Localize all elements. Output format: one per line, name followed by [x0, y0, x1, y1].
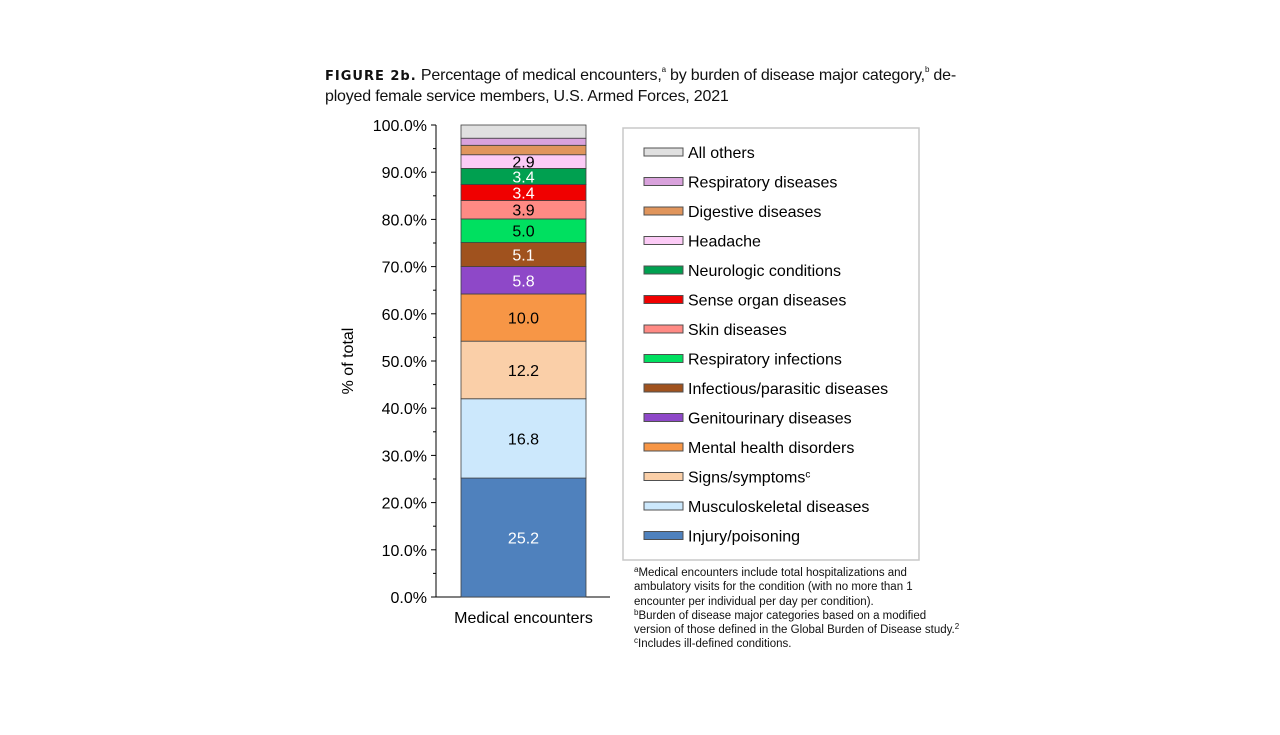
legend-swatch [643, 413, 684, 422]
title-sup: a [661, 65, 666, 74]
legend-label: Respiratory diseases [688, 175, 837, 192]
legend-label: Neurologic conditions [688, 263, 841, 280]
figure-title: FIGURE 2b. Percentage of medical encount… [325, 66, 975, 107]
footnote-c: cIncludes ill-defined conditions. [634, 636, 792, 651]
legend-swatch [643, 324, 684, 334]
y-tick-label: 20.0% [382, 496, 427, 513]
legend-swatch [643, 147, 684, 157]
data-label: 12.2 [508, 363, 539, 380]
legend-swatch [643, 265, 684, 275]
bar-segment [460, 137, 587, 146]
legend-label: Genitourinary diseases [688, 411, 852, 428]
legend-swatch [643, 295, 684, 304]
legend-label: Signs/symptomsc [688, 470, 810, 487]
footnote-a: aMedical encounters include total hospit… [634, 565, 913, 608]
legend-swatch [643, 501, 684, 511]
y-tick-label: 80.0% [382, 212, 427, 229]
y-tick-label: 60.0% [382, 307, 427, 324]
legend-box [622, 127, 920, 561]
bar-segment [460, 340, 587, 400]
title-text: de-ployed female service members, U.S. A… [325, 67, 956, 105]
legend-sup: c [805, 470, 810, 481]
legend-label: Sense organ diseases [688, 293, 846, 310]
legend-label: Respiratory infections [688, 352, 842, 369]
data-label: 16.8 [508, 431, 539, 448]
legend-swatch [643, 236, 684, 245]
bar-segment [460, 293, 587, 342]
data-label: 5.0 [512, 224, 534, 241]
data-label: 25.2 [508, 531, 539, 548]
bar-segment [460, 477, 587, 598]
legend-label: Musculoskeletal diseases [688, 499, 869, 516]
y-tick-label: 50.0% [382, 354, 427, 371]
title-sup: b [924, 65, 930, 74]
legend-label: Infectious/parasitic diseases [688, 381, 888, 398]
y-tick-label: 40.0% [382, 401, 427, 418]
footnotes: aMedical encounters include total hospit… [634, 566, 964, 652]
data-label: 3.9 [512, 203, 534, 220]
data-label: 3.4 [512, 169, 534, 186]
y-tick-label: 30.0% [382, 448, 427, 465]
legend-label: All others [688, 145, 755, 162]
legend-swatch [643, 442, 684, 452]
data-label: 3.4 [512, 185, 534, 202]
legend-swatch [643, 354, 684, 363]
y-tick-label: 10.0% [382, 543, 427, 560]
bar-segment [460, 124, 587, 139]
data-label: 2.9 [512, 155, 534, 172]
data-label: 5.8 [512, 273, 534, 290]
data-label: 10.0 [508, 311, 539, 328]
legend-swatch [643, 206, 684, 216]
legend-label: Headache [688, 234, 761, 251]
y-axis-label: % of total [340, 328, 357, 395]
legend-label: Skin diseases [688, 322, 787, 339]
title-text: by burden of disease major category, [665, 67, 925, 84]
y-tick-label: 70.0% [382, 260, 427, 277]
legend-swatch [643, 472, 684, 481]
y-tick-label: 90.0% [382, 165, 427, 182]
y-tick-label: 100.0% [373, 118, 427, 135]
footnote-b: bBurden of disease major categories base… [634, 607, 960, 637]
legend-swatch [643, 531, 684, 540]
title-text: Percentage of medical encounters, [416, 67, 662, 84]
figure-label: FIGURE 2b. [325, 69, 417, 84]
data-label: 5.1 [512, 248, 534, 265]
bar-segment [460, 144, 587, 156]
bar-segment [460, 398, 587, 479]
legend-swatch [643, 177, 684, 186]
legend-swatch [643, 383, 684, 393]
legend-label: Injury/poisoning [688, 529, 800, 546]
y-tick-label: 0.0% [391, 590, 427, 607]
x-tick-label: Medical encounters [454, 610, 593, 627]
legend-label: Digestive diseases [688, 204, 821, 221]
legend-label: Mental health disorders [688, 440, 854, 457]
bar-segment [460, 266, 587, 295]
